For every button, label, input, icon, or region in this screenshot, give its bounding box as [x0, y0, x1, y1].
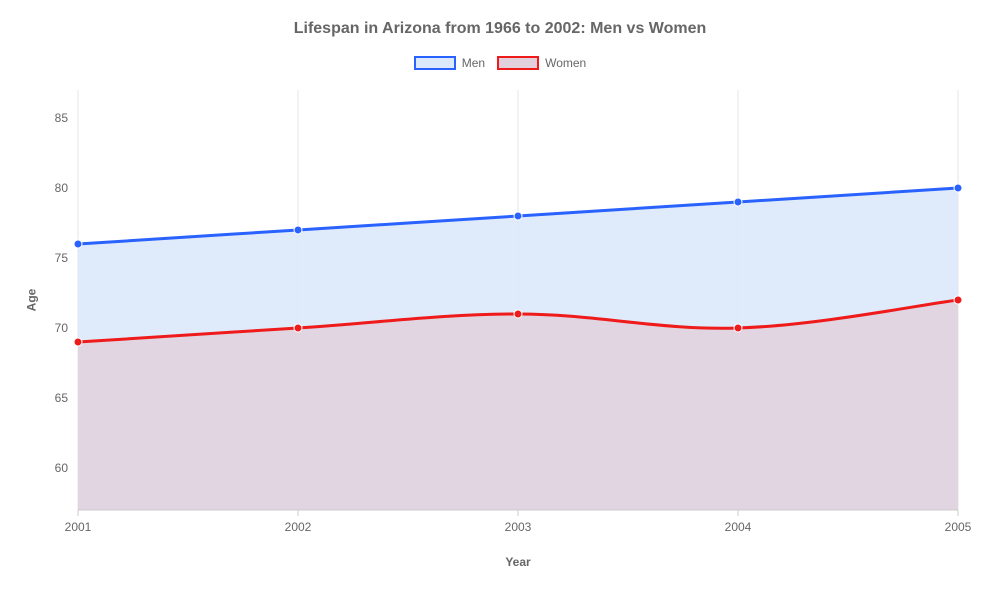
x-tick-3: 2004: [725, 520, 752, 534]
plot-area: [78, 90, 958, 510]
y-axis-label-text: Age: [24, 289, 38, 312]
legend-swatch-women: [497, 56, 539, 70]
y-tick-4: 80: [55, 181, 68, 195]
marker-men-2[interactable]: [514, 212, 522, 220]
legend-label-women: Women: [545, 56, 586, 70]
x-tick-2: 2003: [505, 520, 532, 534]
marker-women-1[interactable]: [294, 324, 302, 332]
y-tick-3: 75: [55, 251, 68, 265]
marker-women-0[interactable]: [74, 338, 82, 346]
chart-container: Lifespan in Arizona from 1966 to 2002: M…: [0, 0, 1000, 600]
y-tick-1: 65: [55, 391, 68, 405]
y-tick-5: 85: [55, 111, 68, 125]
legend: Men Women: [0, 56, 1000, 70]
y-tick-2: 70: [55, 321, 68, 335]
legend-label-men: Men: [462, 56, 485, 70]
chart-title: Lifespan in Arizona from 1966 to 2002: M…: [0, 20, 1000, 38]
marker-men-0[interactable]: [74, 240, 82, 248]
legend-item-men[interactable]: Men: [414, 56, 485, 70]
axis-lines: [78, 510, 958, 516]
marker-men-3[interactable]: [734, 198, 742, 206]
marker-men-1[interactable]: [294, 226, 302, 234]
x-axis-label: Year: [78, 555, 958, 569]
legend-item-women[interactable]: Women: [497, 56, 586, 70]
marker-women-3[interactable]: [734, 324, 742, 332]
y-tick-0: 60: [55, 461, 68, 475]
x-tick-0: 2001: [65, 520, 92, 534]
plot-svg: [78, 90, 958, 510]
y-axis-label: Age: [20, 90, 43, 510]
x-tick-1: 2002: [285, 520, 312, 534]
x-tick-4: 2005: [945, 520, 972, 534]
marker-men-4[interactable]: [954, 184, 962, 192]
marker-women-4[interactable]: [954, 296, 962, 304]
legend-swatch-men: [414, 56, 456, 70]
marker-women-2[interactable]: [514, 310, 522, 318]
